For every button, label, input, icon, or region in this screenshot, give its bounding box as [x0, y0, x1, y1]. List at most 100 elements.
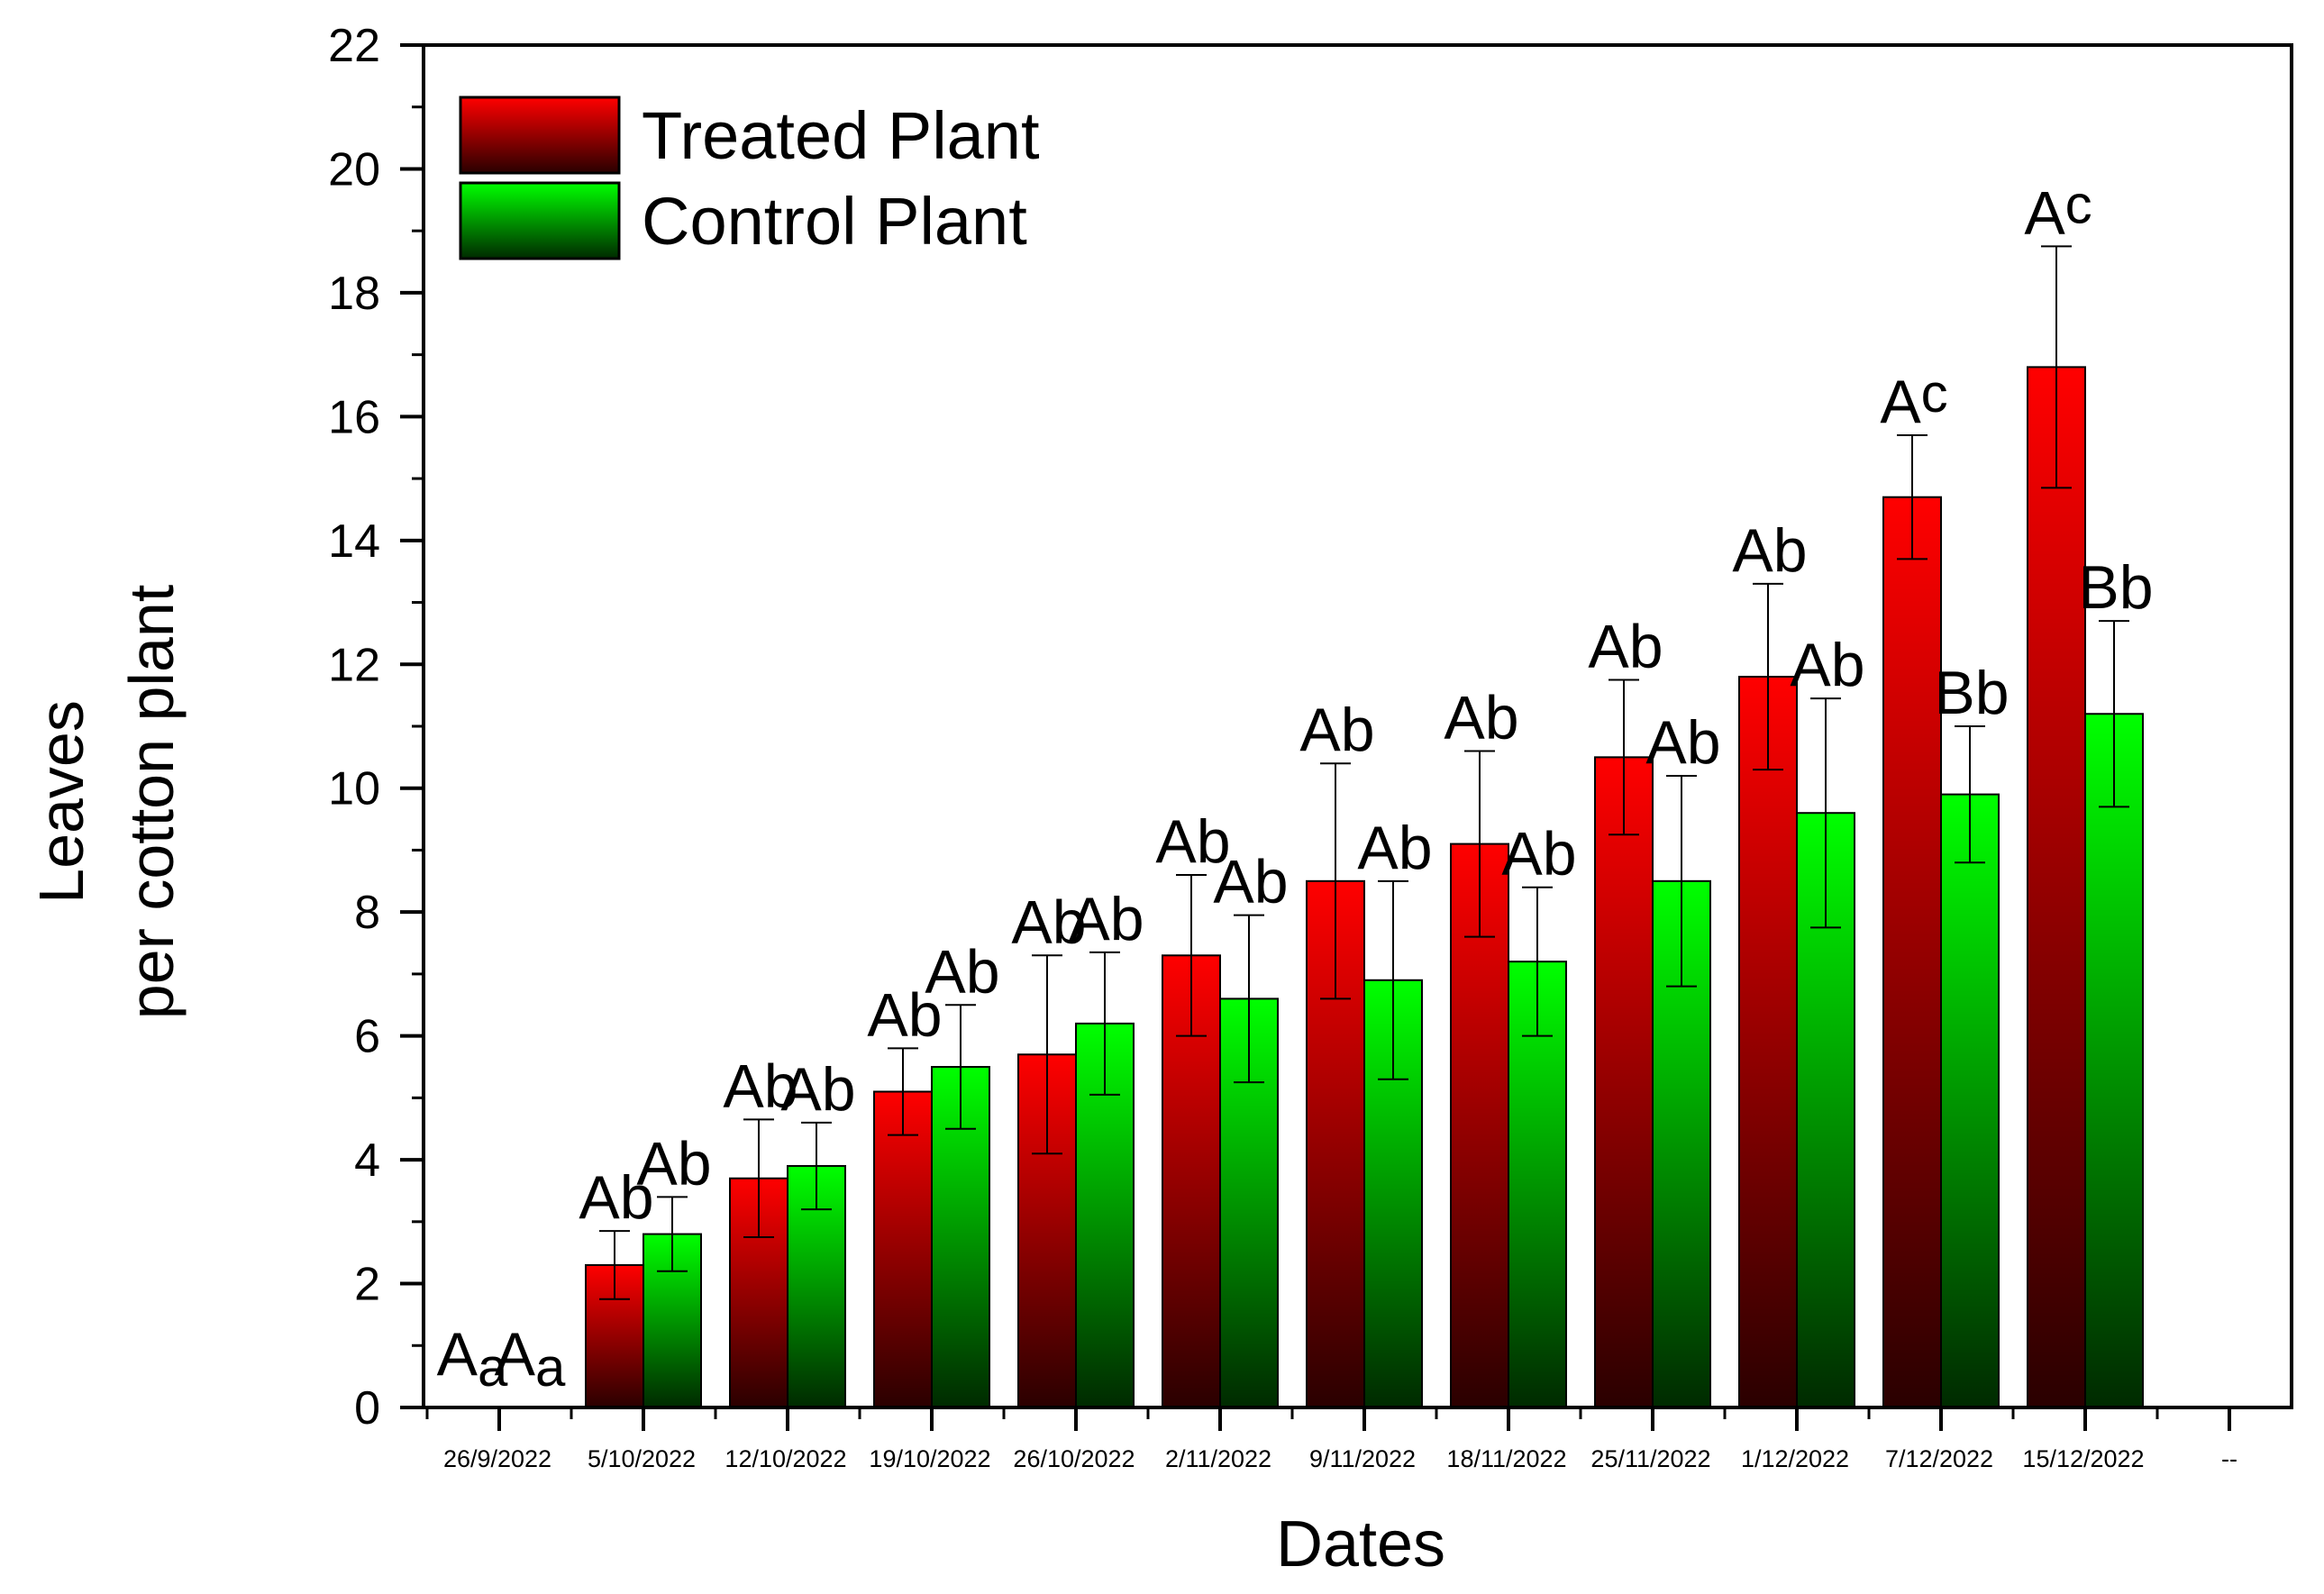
- annotation-upper: A: [1299, 696, 1341, 764]
- error-bar-control-1: [657, 1196, 688, 1272]
- error-bar-control-2: [801, 1121, 832, 1211]
- y-tick-label-14: 14: [328, 515, 380, 568]
- error-bar-control-10: [1955, 725, 1985, 864]
- annotation-upper: A: [723, 1052, 764, 1120]
- bar-treated-11: [2027, 366, 2086, 1408]
- y-tick-label-6: 6: [354, 1011, 380, 1063]
- error-bar-control-7: [1522, 886, 1553, 1037]
- annotation-upper: A: [1155, 807, 1197, 876]
- annotation-lower: c: [1921, 363, 1948, 424]
- annotation-treated-10: Ac: [1880, 363, 1947, 436]
- bar-control-10: [1940, 793, 2000, 1408]
- annotation-lower: b: [1053, 888, 1087, 956]
- annotation-upper: A: [636, 1129, 678, 1198]
- legend-item-treated: Treated Plant: [459, 96, 1040, 175]
- error-bar-treated-7: [1464, 750, 1495, 938]
- annotation-treated-3: Ab: [867, 980, 942, 1049]
- error-bar-control-8: [1666, 774, 1697, 988]
- y-axis-title-line2: per cotton plant: [116, 585, 187, 1020]
- error-bar-control-4: [1089, 951, 1120, 1096]
- annotation-upper: A: [780, 1055, 822, 1124]
- error-bar-treated-6: [1320, 762, 1351, 1000]
- annotation-lower: b: [1831, 631, 1865, 699]
- annotation-control-4: Ab: [1069, 885, 1144, 953]
- annotation-upper: A: [1880, 368, 1921, 436]
- legend-label: Treated Plant: [642, 98, 1040, 173]
- annotation-upper: A: [867, 980, 908, 1049]
- annotation-lower: b: [1485, 683, 1519, 751]
- error-bar-treated-3: [888, 1047, 918, 1136]
- bar-treated-8: [1594, 756, 1654, 1408]
- annotation-upper: A: [2024, 178, 2065, 247]
- annotation-lower: b: [764, 1052, 798, 1120]
- error-bar-treated-10: [1897, 433, 1928, 560]
- annotation-upper: A: [495, 1320, 536, 1389]
- bar-treated-10: [1882, 496, 1942, 1408]
- annotation-upper: A: [1069, 885, 1110, 953]
- annotation-treated-6: Ab: [1299, 696, 1374, 764]
- annotation-control-2: Ab: [780, 1055, 855, 1124]
- bar-control-11: [2084, 713, 2144, 1408]
- error-bar-treated-9: [1753, 582, 1783, 771]
- y-tick-label-0: 0: [354, 1382, 380, 1435]
- annotation-treated-4: Ab: [1011, 888, 1086, 956]
- annotation-control-9: Ab: [1790, 631, 1864, 699]
- annotation-lower: a: [535, 1337, 566, 1398]
- annotation-lower: b: [1399, 814, 1433, 882]
- x-tick-label-0: 26/9/2022: [443, 1445, 551, 1472]
- y-axis-title: Leaves per cotton plant: [26, 585, 187, 1020]
- annotation-lower: b: [2119, 553, 2154, 622]
- annotation-control-0: Aa: [495, 1320, 566, 1398]
- x-tick-label-7: 18/11/2022: [1446, 1445, 1566, 1472]
- annotation-lower: b: [822, 1055, 856, 1124]
- annotation-lower: b: [1687, 708, 1721, 777]
- x-tick-label-9: 1/12/2022: [1741, 1445, 1849, 1472]
- bar-treated-7: [1450, 843, 1509, 1408]
- annotation-lower: b: [1773, 516, 1808, 585]
- annotation-lower: b: [1110, 885, 1144, 953]
- error-bar-control-5: [1234, 914, 1264, 1084]
- annotation-treated-1: Ab: [579, 1163, 653, 1232]
- x-tick-label-4: 26/10/2022: [1013, 1445, 1135, 1472]
- y-tick-label-2: 2: [354, 1259, 380, 1311]
- y-tick-label-18: 18: [328, 268, 380, 320]
- annotation-lower: b: [966, 937, 1000, 1006]
- annotation-treated-11: Ac: [2024, 174, 2092, 247]
- annotation-treated-5: Ab: [1155, 807, 1230, 876]
- annotation-lower: b: [908, 980, 943, 1049]
- annotation-upper: A: [1790, 631, 1831, 699]
- error-bar-control-3: [945, 1004, 976, 1130]
- annotation-upper: A: [1357, 814, 1399, 882]
- annotation-control-10: Bb: [1934, 659, 2009, 727]
- legend-swatch: [459, 96, 621, 175]
- annotation-treated-8: Ab: [1588, 612, 1663, 680]
- annotation-control-8: Ab: [1645, 708, 1720, 777]
- annotation-lower: b: [1254, 848, 1289, 916]
- y-tick-label-10: 10: [328, 763, 380, 815]
- annotation-upper: A: [1444, 683, 1485, 751]
- error-bar-treated-11: [2041, 245, 2072, 489]
- annotation-lower: b: [1197, 807, 1231, 876]
- annotation-treated-9: Ab: [1732, 516, 1807, 585]
- x-tick-label-12: --: [2221, 1445, 2237, 1472]
- annotation-upper: A: [1501, 820, 1543, 888]
- error-bar-control-6: [1378, 879, 1408, 1080]
- annotation-control-7: Ab: [1501, 820, 1576, 888]
- error-bar-control-11: [2099, 620, 2129, 808]
- annotation-treated-0: Aa: [437, 1320, 508, 1398]
- legend-label: Control Plant: [642, 184, 1027, 259]
- y-tick-label-4: 4: [354, 1134, 380, 1187]
- annotation-upper: B: [2078, 553, 2119, 622]
- y-tick-label-22: 22: [328, 20, 380, 72]
- bar-treated-9: [1738, 676, 1798, 1408]
- annotation-treated-2: Ab: [723, 1052, 797, 1120]
- annotation-control-5: Ab: [1213, 848, 1288, 916]
- annotation-upper: B: [1934, 659, 1974, 727]
- legend-item-control: Control Plant: [459, 181, 1027, 260]
- annotation-lower: b: [1543, 820, 1577, 888]
- x-axis-title: Dates: [1276, 1508, 1445, 1580]
- annotation-lower: b: [1975, 659, 2010, 727]
- x-tick-label-2: 12/10/2022: [725, 1445, 846, 1472]
